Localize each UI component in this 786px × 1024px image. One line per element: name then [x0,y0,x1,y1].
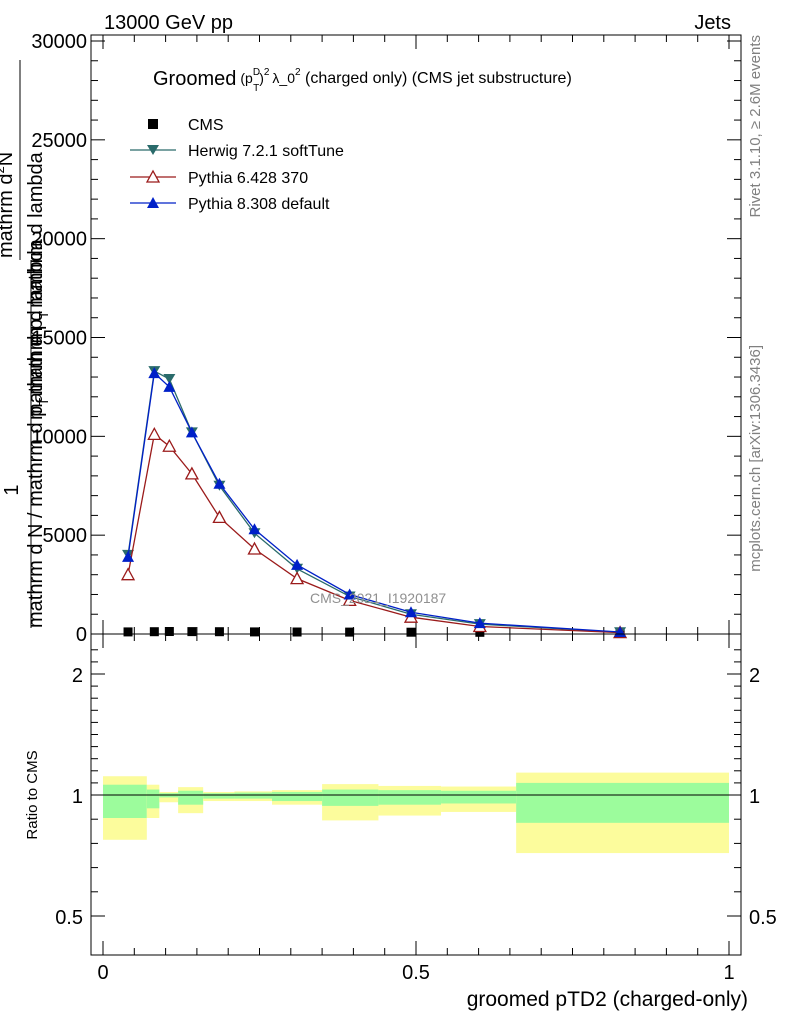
ratio-y-tick-label-right: 1 [749,786,760,808]
ratio-uncertainty-bands [91,772,741,854]
title-sup-d: D [253,67,260,78]
title-exp: 2 [264,67,270,78]
data-point-pythia6 [212,510,227,524]
rivet-version-label: Rivet 3.1.10, ≥ 2.6M events [747,35,764,218]
data-point-pythia6 [289,571,305,585]
data-point-pythia6 [184,466,199,480]
data-point-pythia8 [122,550,135,562]
x-axis-label: groomed pTD2 (charged-only) [467,988,748,1011]
data-point-cms [123,627,133,637]
x-tick-label: 0.5 [402,962,430,984]
data-point-pythia8 [148,367,161,379]
data-point-cms [187,627,197,637]
data-point-pythia6 [162,438,177,452]
ratio-y-tick-label: 0.5 [55,907,83,929]
legend: CMS Herwig 7.2.1 softTune Pythia 6.428 370… [130,117,344,213]
data-point-pythia8 [163,380,176,392]
title-p: p [245,70,253,86]
y-tick-label: 25000 [31,130,87,152]
data-point-pythia8 [213,477,226,489]
legend-marker-cms [148,119,158,129]
ratio-y-tick-label-right: 0.5 [749,907,777,929]
main-y-axis-label: 1 mathrm d N / mathrm d pTmathrm d lambd… [0,60,51,628]
title-lambda: λ_0 [272,70,295,86]
ylabel-second-den-2: mathrm d pTmathrm d lambda [25,151,51,420]
y-tick-label: 30000 [31,31,87,53]
data-point-herwig [163,374,176,385]
ratio-y-tick-label: 1 [72,786,83,808]
y-tick-label: 20000 [31,229,87,251]
legend-label: Herwig 7.2.1 softTune [188,143,344,160]
y-tick-label: 10000 [31,426,87,448]
data-point-pythia6 [342,593,357,607]
title-sub-t: T [253,83,259,94]
data-point-cms [345,627,355,637]
title-main: Groomed [153,68,236,90]
data-point-cms [149,627,159,637]
ratio-stat-band [378,790,442,805]
y-tick-label: 15000 [31,328,87,350]
plot-title: Groomed (pD T)2 λ_02 (charged only) (CMS je… [153,67,572,94]
data-point-cms [475,627,485,637]
y-tick-label: 0 [76,624,87,646]
ylabel-denominator: mathrm d N / mathrm d pTmathrm d lambda [25,238,51,628]
analysis-watermark: CMS_2021_I1920187 [310,590,446,606]
ratio-y-axis-label: Ratio to CMS [24,750,41,839]
ratio-stat-band [203,793,235,799]
main-axis-ticks: 0 5000 10000 15000 20000 25000 30000 [31,31,741,646]
ratio-stat-band [272,791,323,802]
legend-marker-herwig [147,145,159,155]
data-point-pythia8 [291,558,304,570]
title-rest: (charged only) (CMS jet substructure) [301,70,572,87]
data-point-cms [292,627,302,637]
data-point-pythia6 [147,426,162,441]
ylabel-one: 1 [1,484,23,495]
data-point-cms [164,627,174,637]
title-lambda-exp: 2 [295,67,301,78]
data-point-cms [406,627,416,637]
legend-label: Pythia 6.428 370 [188,170,308,187]
data-point-pythia8 [185,426,198,438]
data-point-pythia6 [247,541,262,555]
data-point-cms [214,627,224,637]
y-tick-label: 5000 [43,525,88,547]
x-tick-label: 1 [723,962,734,984]
main-plot-marks [120,366,628,639]
data-point-pythia8 [343,588,356,600]
svg-text:Groomed(pDT)2λ_02 (charged on: Groomed (pD T)2 λ_02 (charged only) (CMS je… [153,67,572,94]
ratio-y-tick-label: 2 [72,665,83,687]
ratio-stat-band [441,790,517,804]
data-point-pythia6 [120,567,136,581]
ylabel-numerator: mathrm d2N [0,152,17,258]
data-point-pythia8 [248,523,261,535]
legend-marker-pythia6 [145,169,161,183]
ratio-stat-band [178,790,204,805]
data-point-cms [249,627,259,637]
legend-marker-pythia8 [147,197,159,208]
ratio-stat-band [146,789,160,809]
ratio-stat-band [322,789,379,806]
ratio-stat-band [234,792,273,799]
ratio-y-tick-label-right: 2 [749,665,760,687]
legend-label: CMS [188,117,224,134]
ratio-stat-band [103,784,147,818]
ratio-axis-ticks: 0.5 0.5 1 1 2 2 0 0.5 1 [55,634,777,984]
header-energy-label: 13000 GeV pp [104,12,233,34]
data-point-pythia8 [404,606,417,618]
header-jets-label: Jets [694,12,731,34]
x-tick-label: 0 [97,962,108,984]
ratio-stat-band [516,782,729,823]
mcplots-label: mcplots.cern.ch [arXiv:1306.3436] [747,345,764,572]
legend-label: Pythia 8.308 default [188,196,330,213]
data-point-pythia8 [473,617,486,629]
